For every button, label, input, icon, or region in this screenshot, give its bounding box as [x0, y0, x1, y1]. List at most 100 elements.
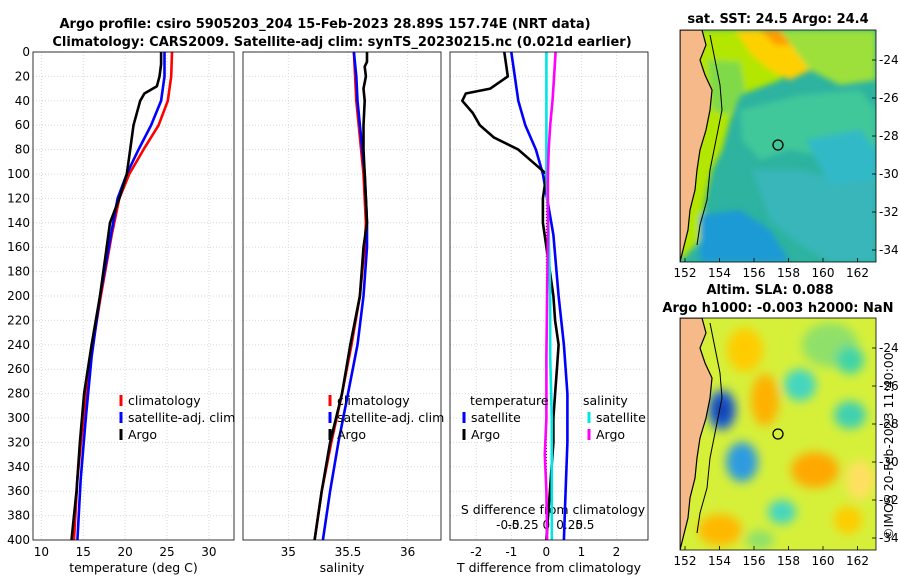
depth-tick-label: 360 [7, 484, 30, 498]
difference-series-t-satellite [510, 51, 569, 541]
s-tick-label: -0.25 [508, 518, 539, 532]
depth-tick-label: 320 [7, 435, 30, 449]
legend-title-temperature: temperature [470, 393, 549, 408]
sla-map-title-1: Altim. SLA: 0.088 [707, 283, 834, 298]
depth-tick-label: 220 [7, 313, 30, 327]
sla-land [680, 318, 713, 550]
map-lon-label: 162 [846, 266, 869, 280]
difference-axes-box [449, 51, 649, 541]
temperature-x-tick-label: 25 [159, 545, 174, 559]
difference-series-s-satellite [545, 52, 554, 540]
salinity-x-axis-label: salinity [320, 560, 365, 575]
title-line-1: Argo profile: csiro 5905203_204 15-Feb-2… [59, 17, 590, 32]
sst-argo-marker [772, 139, 784, 151]
sst-map [680, 30, 876, 262]
difference-x-tick-label: -1 [505, 545, 517, 559]
temperature-x-tick-label: 15 [76, 545, 91, 559]
map-lon-label: 154 [708, 554, 731, 568]
salinity-legend-label: climatology [337, 393, 410, 408]
temperature-series-argo [70, 52, 163, 541]
map-lat-label: -28 [879, 129, 899, 143]
difference-series-t-argo [460, 51, 560, 541]
depth-tick-label: 160 [7, 240, 30, 254]
temperature-x-tick-label: 30 [201, 545, 216, 559]
temperature-panel: 0 20 40 60 80 100 120 140 160 180 200 220 240 260 280 3… [7, 45, 235, 575]
map-lon-label: 158 [777, 554, 800, 568]
salinity-x-tick-label: 35 [281, 545, 296, 559]
map-lon-label: 160 [812, 266, 835, 280]
depth-tick-label: 0 [22, 45, 30, 59]
s-tick-label: -0.5 [496, 518, 519, 532]
salinity-series-argo [313, 52, 369, 541]
depth-tick-label: 260 [7, 362, 30, 376]
title-line-2: Climatology: CARS2009. Satellite-adj cli… [52, 35, 631, 50]
salinity-panel: 35 35.5 36 salinity climatology satellite-adj… [242, 51, 444, 575]
depth-tick-label: 100 [7, 167, 30, 181]
temperature-axes-box [32, 51, 235, 541]
legend-s-label: Argo [596, 427, 625, 442]
map-lat-label: -32 [879, 493, 899, 507]
temperature-x-axis-label: temperature (deg C) [69, 560, 198, 575]
map-lat-label: -30 [879, 455, 899, 469]
map-lon-label: 158 [777, 266, 800, 280]
sst-map-axes: 152 154 156 158 160 162 -24 -26 -28 -30 -32 -34 [674, 53, 899, 280]
temperature-legend-label: climatology [128, 393, 201, 408]
depth-tick-label: 60 [15, 118, 30, 132]
sst-bathy-contour [696, 34, 723, 246]
map-lat-label: -24 [879, 341, 899, 355]
difference-series-s-argo [543, 51, 557, 541]
temperature-legend-label: Argo [128, 427, 157, 442]
depth-tick-label: 280 [7, 387, 30, 401]
depth-tick-label: 80 [15, 143, 30, 157]
depth-tick-label: 200 [7, 289, 30, 303]
map-lat-label: -30 [879, 167, 899, 181]
salinity-x-tick-label: 35.5 [335, 545, 362, 559]
depth-tick-label: 340 [7, 460, 30, 474]
temperature-legend-label: satellite-adj. clim [128, 410, 235, 425]
salinity-axes-box [242, 51, 442, 541]
s-tick-label: 0.5 [575, 518, 594, 532]
depth-tick-label: 400 [7, 533, 30, 547]
map-lat-label: -24 [879, 53, 899, 67]
map-lon-label: 160 [812, 554, 835, 568]
map-lon-label: 152 [674, 266, 697, 280]
salinity-legend-label: satellite-adj. clim [337, 410, 444, 425]
salinity-legend-label: Argo [337, 427, 366, 442]
map-lon-label: 156 [743, 554, 766, 568]
sla-argo-marker [772, 428, 784, 440]
depth-tick-label: 300 [7, 411, 30, 425]
difference-x-axis-label: T difference from climatology [456, 560, 642, 575]
difference-x-tick-label: 1 [578, 545, 586, 559]
depth-tick-label: 120 [7, 191, 30, 205]
depth-tick-label: 180 [7, 265, 30, 279]
difference-x-tick-label: -2 [470, 545, 482, 559]
map-lat-label: -28 [879, 417, 899, 431]
depth-tick-label: 40 [15, 94, 30, 108]
difference-x-tick-label: 0 [543, 545, 551, 559]
map-lat-label: -32 [879, 205, 899, 219]
s-tick-label: 0.25 [556, 518, 583, 532]
temperature-series-satellite-adj-clim [76, 52, 166, 541]
legend-title-salinity: salinity [583, 393, 628, 408]
s-axis-label: S difference from climatology [461, 502, 646, 517]
map-lon-label: 162 [846, 554, 869, 568]
map-lat-label: -26 [879, 379, 899, 393]
sla-map-title-2: Argo h1000: -0.003 h2000: NaN [662, 301, 893, 316]
difference-x-tick-label: 2 [613, 545, 621, 559]
map-lat-label: -26 [879, 91, 899, 105]
map-lon-label: 152 [674, 554, 697, 568]
map-lat-label: -34 [879, 243, 899, 257]
map-lon-label: 154 [708, 266, 731, 280]
salinity-x-tick-label: 36 [400, 545, 415, 559]
depth-tick-label: 140 [7, 216, 30, 230]
temperature-x-tick-label: 10 [34, 545, 49, 559]
temperature-x-tick-label: 20 [117, 545, 132, 559]
map-lat-label: -34 [879, 531, 899, 545]
sla-map [680, 318, 876, 550]
depth-tick-label: 240 [7, 338, 30, 352]
depth-tick-label: 380 [7, 509, 30, 523]
sla-bathy-contour [696, 322, 723, 534]
difference-panel: -2 -1 0 1 2-0.5-0.25 0 0.250.5S difference fro… [449, 51, 649, 575]
sla-map-axes: 152 154 156 158 160 162 -24 -26 -28 -30 -32 -34 [674, 341, 899, 568]
